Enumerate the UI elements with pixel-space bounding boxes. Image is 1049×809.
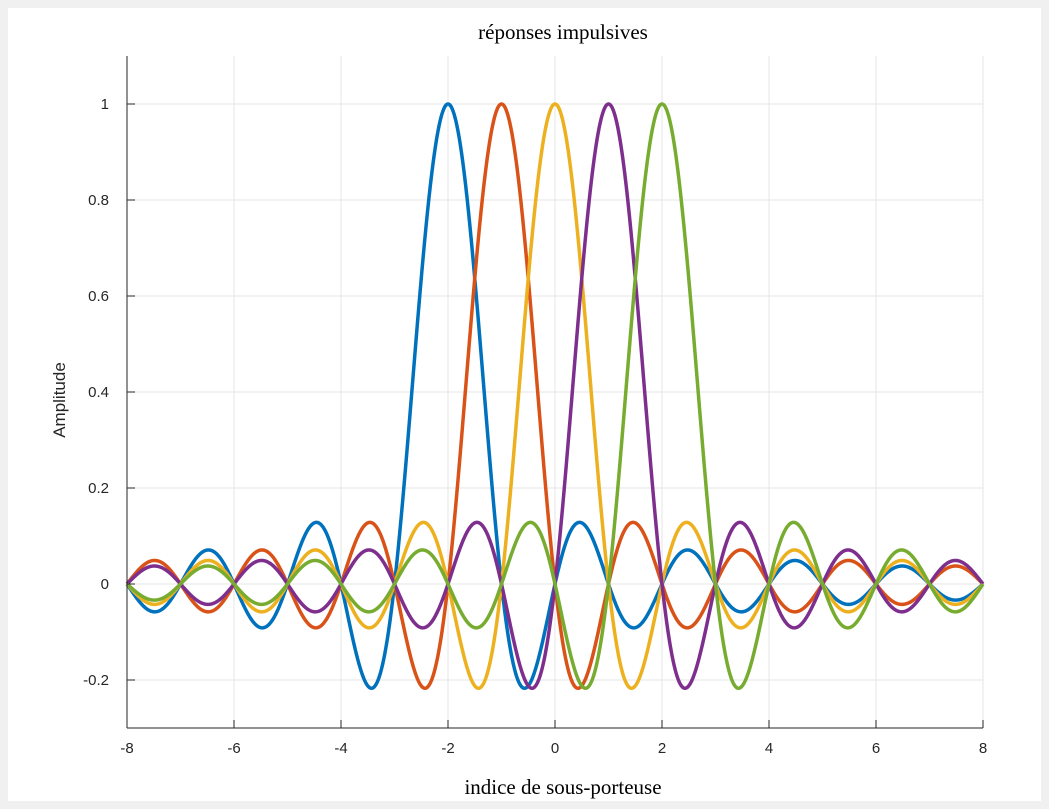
chart: -8 -6 -4 -2 0 2 4 6 8 -0.2 0 0.2 0.4 0.6 0.8 1 réponse… <box>50 20 987 799</box>
x-tick-label: -2 <box>441 740 454 757</box>
chart-title: réponses impulsives <box>478 20 648 44</box>
x-tick-label: -6 <box>227 740 240 757</box>
series-group <box>125 102 985 691</box>
y-tick-label: -0.2 <box>83 672 109 689</box>
x-tick-label: 0 <box>551 740 559 757</box>
y-tick-label: 0.8 <box>88 192 109 209</box>
y-tick-label: 0.6 <box>88 288 109 305</box>
x-tick-label: 6 <box>872 740 880 757</box>
y-ticks: -0.2 0 0.2 0.4 0.6 0.8 1 <box>83 96 135 689</box>
y-tick-label: 0 <box>101 576 109 593</box>
y-tick-label: 0.2 <box>88 480 109 497</box>
series-line-3 <box>125 102 985 691</box>
y-tick-label: 1 <box>101 96 109 113</box>
x-ticks: -8 -6 -4 -2 0 2 4 6 8 <box>120 720 987 757</box>
y-axis-label: Amplitude <box>50 362 69 438</box>
series-line-5 <box>125 102 985 691</box>
x-axis-label: indice de sous-porteuse <box>464 775 661 799</box>
y-tick-label: 0.4 <box>88 384 109 401</box>
figure-window: -8 -6 -4 -2 0 2 4 6 8 -0.2 0 0.2 0.4 0.6 0.8 1 réponse… <box>8 8 1041 801</box>
x-tick-label: 2 <box>658 740 666 757</box>
x-tick-label: 8 <box>979 740 987 757</box>
x-tick-label: -8 <box>120 740 133 757</box>
x-tick-label: 4 <box>765 740 773 757</box>
x-tick-label: -4 <box>334 740 347 757</box>
